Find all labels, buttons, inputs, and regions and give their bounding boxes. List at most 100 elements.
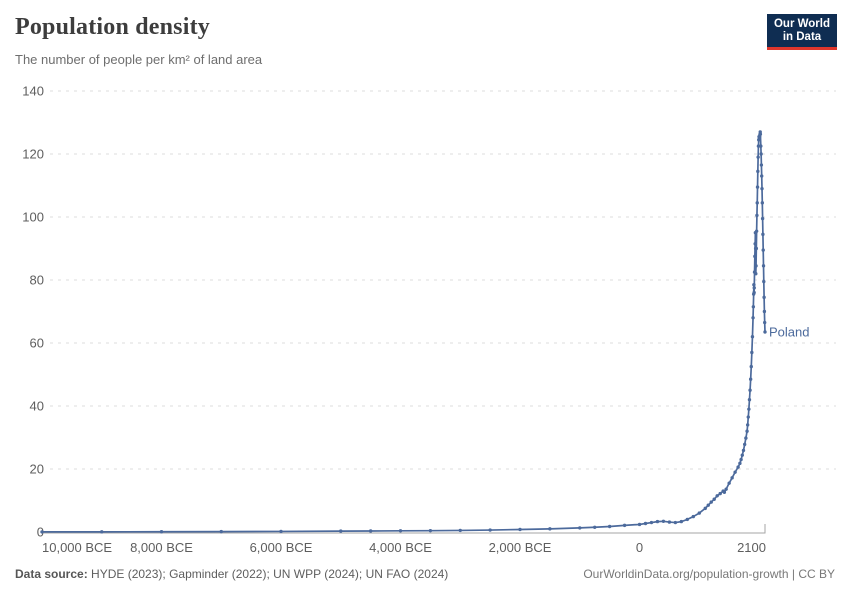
data-point[interactable] — [759, 163, 764, 167]
data-point[interactable] — [548, 527, 552, 531]
data-point[interactable] — [691, 514, 695, 519]
data-point[interactable] — [741, 448, 746, 453]
data-point[interactable] — [761, 232, 765, 237]
data-point[interactable] — [746, 415, 750, 419]
data-point[interactable] — [754, 246, 759, 251]
data-point[interactable] — [747, 407, 751, 411]
data-point[interactable] — [740, 453, 744, 457]
data-point[interactable] — [428, 528, 433, 533]
data-point[interactable] — [739, 457, 743, 462]
data-point[interactable] — [759, 144, 763, 148]
data-point[interactable] — [761, 264, 766, 268]
data-point[interactable] — [679, 519, 684, 524]
data-point[interactable] — [762, 295, 766, 300]
data-point[interactable] — [755, 213, 759, 218]
data-point[interactable] — [518, 527, 522, 532]
y-tick-label: 120 — [22, 147, 44, 162]
data-point[interactable] — [593, 525, 597, 529]
data-point[interactable] — [622, 523, 627, 528]
series-poland[interactable]: Poland — [40, 130, 809, 534]
data-point[interactable] — [578, 526, 582, 530]
data-point[interactable] — [703, 506, 707, 511]
data-point[interactable] — [755, 185, 760, 189]
data-point[interactable] — [760, 201, 765, 205]
data-point[interactable] — [736, 465, 740, 469]
data-point[interactable] — [718, 491, 722, 496]
x-tick-label: 10,000 BCE — [42, 540, 112, 555]
data-point[interactable] — [738, 461, 742, 466]
data-point[interactable] — [643, 521, 648, 526]
data-point[interactable] — [760, 186, 764, 191]
data-point[interactable] — [761, 248, 765, 252]
data-point[interactable] — [649, 520, 654, 525]
data-point[interactable] — [724, 487, 728, 491]
data-point[interactable] — [661, 519, 666, 523]
data-point[interactable] — [753, 254, 757, 259]
data-point[interactable] — [706, 503, 710, 507]
data-point[interactable] — [760, 174, 764, 178]
x-tick-label: 4,000 BCE — [369, 540, 432, 555]
data-point[interactable] — [756, 144, 761, 148]
data-point[interactable] — [751, 305, 756, 309]
data-point[interactable] — [750, 350, 754, 355]
data-point[interactable] — [747, 398, 752, 402]
data-point[interactable] — [697, 511, 701, 515]
y-tick-label: 60 — [30, 336, 44, 351]
owid-citation-link[interactable]: OurWorldinData.org/population-growth | C… — [583, 567, 835, 581]
data-point[interactable] — [339, 529, 343, 533]
data-point[interactable] — [727, 481, 731, 485]
data-point[interactable] — [709, 500, 713, 504]
data-point[interactable] — [607, 524, 612, 529]
data-point[interactable] — [715, 494, 719, 498]
data-point[interactable] — [219, 529, 223, 534]
series-end-label[interactable]: Poland — [769, 324, 809, 339]
data-point[interactable] — [763, 320, 767, 325]
data-point[interactable] — [758, 132, 763, 136]
data-point[interactable] — [751, 316, 755, 320]
data-point[interactable] — [752, 283, 756, 287]
data-point[interactable] — [730, 476, 734, 480]
data-point[interactable] — [742, 442, 747, 447]
data-point[interactable] — [752, 290, 756, 295]
data-point[interactable] — [760, 216, 765, 221]
data-point[interactable] — [637, 522, 642, 527]
data-point[interactable] — [488, 528, 492, 532]
data-point[interactable] — [756, 169, 760, 174]
data-point[interactable] — [745, 429, 749, 433]
data-point[interactable] — [762, 309, 767, 314]
data-point[interactable] — [722, 490, 727, 495]
data-point[interactable] — [655, 519, 660, 524]
data-point[interactable] — [754, 264, 758, 268]
data-point[interactable] — [40, 530, 44, 534]
owid-logo[interactable]: Our World in Data — [767, 14, 837, 50]
data-point[interactable] — [279, 529, 283, 534]
data-point[interactable] — [458, 528, 462, 533]
data-point[interactable] — [759, 152, 763, 156]
data-point[interactable] — [100, 530, 104, 534]
data-point[interactable] — [685, 517, 690, 522]
data-point[interactable] — [368, 529, 373, 533]
data-point[interactable] — [750, 335, 755, 339]
data-point[interactable] — [712, 497, 716, 501]
data-point[interactable] — [748, 377, 753, 381]
data-point[interactable] — [744, 436, 748, 440]
data-point[interactable] — [667, 520, 672, 524]
data-point[interactable] — [755, 201, 759, 205]
data-point[interactable] — [754, 272, 758, 276]
data-point[interactable] — [749, 364, 753, 369]
data-point[interactable] — [756, 155, 760, 159]
data-point[interactable] — [398, 529, 403, 533]
data-point[interactable] — [763, 330, 767, 334]
data-point[interactable] — [159, 530, 164, 534]
data-point[interactable] — [753, 242, 757, 246]
data-point[interactable] — [733, 470, 737, 474]
line-series[interactable] — [41, 131, 766, 533]
data-point[interactable] — [745, 423, 750, 427]
data-point[interactable] — [762, 279, 766, 284]
data-point[interactable] — [752, 286, 756, 290]
data-point[interactable] — [748, 388, 752, 392]
data-point[interactable] — [673, 520, 678, 525]
data-point[interactable] — [754, 229, 759, 233]
data-point-markers[interactable] — [40, 130, 767, 534]
